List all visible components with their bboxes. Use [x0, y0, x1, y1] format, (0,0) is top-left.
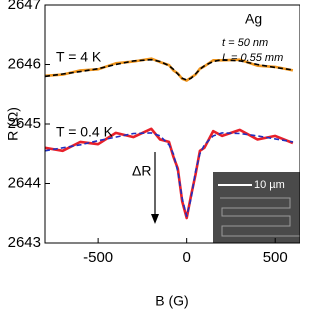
- x-axis-label: B (G): [155, 293, 188, 309]
- x-tick-label: -500: [83, 249, 113, 266]
- curve-label: T = 0.4 K: [56, 124, 114, 140]
- series-line: [45, 58, 294, 81]
- y-tick-label: 2643: [8, 234, 41, 251]
- x-tick-label: 500: [263, 249, 288, 266]
- series-line: [45, 132, 294, 217]
- material-label: Ag: [245, 11, 262, 27]
- y-tick-label: 2644: [8, 174, 41, 191]
- y-tick-label: 2647: [8, 0, 41, 13]
- arrow-head: [151, 214, 159, 224]
- thickness-label: t = 50 nm: [222, 37, 268, 49]
- inset-structure: [220, 197, 300, 237]
- scale-bar-label: 10 µm: [254, 179, 285, 191]
- y-tick-label: 2646: [8, 55, 41, 72]
- delta-label: ΔR: [132, 163, 151, 179]
- chart: 10 µm ΔR Ag t = 50 nm L = 0.55 mm T = 4 …: [5, 0, 300, 309]
- x-tick-label: 0: [182, 249, 190, 266]
- plot-area: [45, 57, 294, 220]
- curve-label: T = 4 K: [56, 49, 102, 65]
- y-axis-label: R (Ω): [5, 107, 21, 141]
- y-tick-label: 2645: [8, 115, 41, 132]
- length-label: L = 0.55 mm: [222, 52, 283, 64]
